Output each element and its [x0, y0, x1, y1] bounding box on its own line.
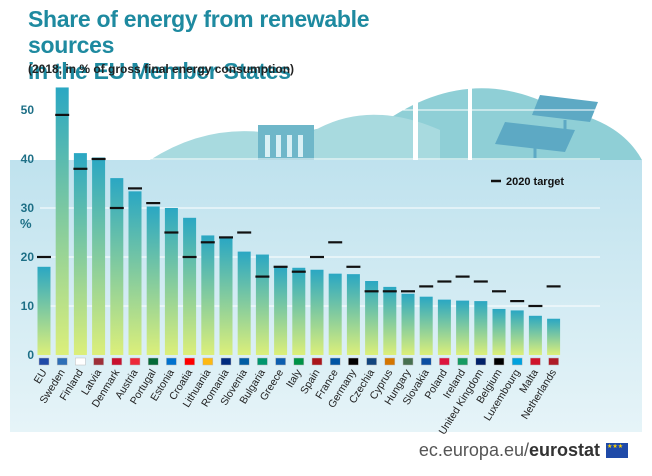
legend-label: 2020 target — [506, 176, 564, 188]
flag-icon — [475, 357, 487, 366]
bar-portugal — [146, 206, 160, 355]
bar-netherlands — [547, 318, 561, 355]
flag-icon — [129, 357, 141, 366]
bar-ireland — [456, 300, 470, 355]
flag-icon — [293, 357, 305, 366]
y-tick-label: 20 — [21, 250, 35, 264]
footer-brand: eurostat — [528, 440, 600, 460]
wind-turbine-icon — [378, 5, 458, 160]
flag-icon — [275, 357, 286, 366]
y-axis-label: % — [20, 216, 32, 231]
bar-france — [328, 273, 342, 355]
flag-icon — [420, 357, 432, 366]
bar-united-kingdom — [474, 301, 488, 355]
bar-romania — [219, 237, 233, 355]
flag-icon — [457, 357, 468, 366]
flag-icon — [238, 357, 250, 366]
footer-domain: ec.europa.eu/ — [418, 440, 529, 460]
flag-icon — [56, 357, 68, 366]
flag-icon — [38, 357, 50, 366]
bar-poland — [437, 299, 451, 355]
eu-flag-icon — [606, 443, 628, 458]
bar-luxembourg — [510, 310, 524, 355]
bar-lithuania — [201, 235, 215, 355]
y-tick-label: 10 — [21, 299, 35, 313]
bar-slovenia — [237, 251, 251, 355]
y-tick-label: 50 — [21, 103, 35, 117]
legend: 2020 target — [491, 176, 564, 188]
solar-panel-icon — [495, 95, 598, 158]
bar-germany — [346, 274, 360, 355]
bars — [37, 87, 561, 356]
bar-estonia — [164, 208, 178, 355]
bar-sweden — [55, 87, 69, 356]
flag-icon — [439, 357, 450, 366]
y-tick-label: 40 — [21, 152, 35, 166]
flag-icon — [366, 357, 377, 366]
bar-spain — [310, 269, 324, 355]
flag-icon — [530, 357, 541, 366]
flag-icon — [202, 357, 214, 366]
bar-denmark — [110, 178, 124, 355]
bar-bulgaria — [255, 254, 269, 355]
flag-icon — [75, 357, 86, 366]
wind-turbine-icon — [445, 38, 500, 160]
flag-icon — [111, 357, 123, 366]
bar-greece — [274, 266, 288, 355]
flag-icon — [311, 357, 323, 366]
country-flags — [38, 357, 559, 366]
flag-icon — [257, 357, 268, 366]
title-line-1: Share of energy from renewable sources — [28, 6, 370, 58]
target-markers — [37, 113, 561, 308]
flag-icon — [348, 357, 359, 366]
flag-icon — [93, 357, 104, 366]
flag-icon — [511, 357, 523, 366]
y-axis: 0 10 20 30 40 50 — [21, 103, 35, 362]
flag-icon — [147, 357, 159, 366]
flag-icon — [166, 357, 177, 366]
flag-icon — [402, 357, 414, 366]
flag-icon — [493, 357, 505, 366]
hill-shape — [150, 114, 440, 160]
bar-belgium — [492, 308, 506, 355]
title-line-2: in the EU Member States — [28, 58, 291, 84]
bar-italy — [292, 267, 306, 355]
y-tick-label: 0 — [27, 348, 34, 362]
flag-icon — [184, 357, 195, 366]
bar-eu — [37, 266, 51, 355]
y-tick-label: 30 — [21, 201, 35, 215]
bar-finland — [73, 153, 87, 355]
background-scenery — [150, 5, 642, 160]
bar-cyprus — [383, 286, 397, 355]
flag-icon — [548, 357, 559, 366]
chart-subtitle: (2018, in % of gross final energy consum… — [28, 62, 295, 76]
bar-czechia — [365, 281, 379, 355]
flag-icon — [329, 357, 341, 366]
bar-latvia — [92, 157, 106, 355]
bar-hungary — [401, 293, 415, 355]
bar-slovakia — [419, 296, 433, 355]
page-title: Share of energy from renewable sources i… — [28, 6, 448, 84]
bar-croatia — [183, 217, 197, 355]
bar-malta — [528, 315, 542, 355]
dam-icon — [258, 125, 314, 160]
flag-icon — [220, 357, 232, 366]
footer-source: ec.europa.eu/eurostat — [419, 440, 628, 461]
flag-icon — [384, 357, 396, 366]
bar-austria — [128, 191, 142, 355]
